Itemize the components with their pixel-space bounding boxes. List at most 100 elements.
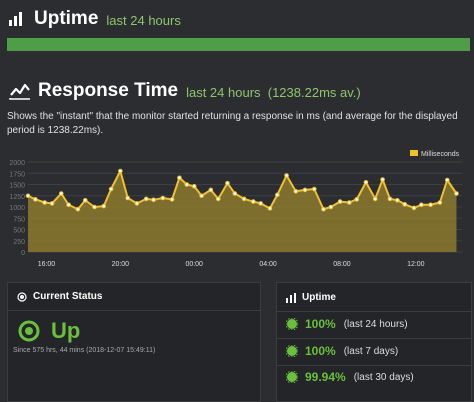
uptime-bar [7,38,470,51]
data-point [82,197,88,203]
x-tick-label: 16:00 [38,261,56,268]
uptime-period-label: (last 30 days) [353,371,414,383]
data-point [380,177,385,182]
x-tick-label: 12:00 [407,261,425,268]
response-subtitle: last 24 hours (1238.22ms av.) [186,84,361,100]
data-point [184,182,190,187]
response-section-header: Response Time last 24 hours (1238.22ms a… [8,80,361,102]
data-point [151,197,156,203]
data-point [49,201,55,206]
data-point [428,202,433,208]
data-point [118,168,123,174]
green-badge-icon [286,318,298,330]
data-point [284,173,289,178]
panel-divider [8,310,260,311]
uptime-percent: 99.94% [305,370,346,384]
legend-label: Milliseconds [421,151,460,158]
current-status-title: Current Status [33,291,103,302]
data-point [293,188,299,194]
y-tick-label: 250 [13,239,25,246]
status-since: Since 575 hrs, 44 mins (2018-12-07 15:49… [13,347,156,354]
line-chart-icon [9,83,30,100]
data-point [267,206,273,211]
response-area [28,171,457,252]
data-point [258,201,263,206]
data-point [411,205,417,211]
uptime-percent: 100% [305,317,336,331]
data-point [321,206,326,212]
data-point [372,196,378,202]
y-tick-label: 0 [21,250,25,257]
uptime-row-30d: 99.94% (last 30 days) [286,370,414,384]
y-tick-label: 500 [13,228,25,235]
response-chart-svg: 0 250 500 750 1000 1250 1500 1750 2000 16:00 20:00… [9,150,462,268]
panel-divider [277,311,471,312]
data-point [363,179,369,185]
uptime-panel-header: Uptime [286,292,336,303]
data-point [25,193,31,199]
data-point [33,197,38,202]
uptime-panel: Uptime 100% (last 24 hours) 100% (last 7… [276,282,472,402]
x-tick-label: 08:00 [333,261,351,268]
data-point [232,191,238,196]
data-point [160,195,166,201]
response-description: Shows the "instant" that the monitor sta… [7,111,458,136]
y-tick-label: 2000 [9,160,25,167]
green-badge-icon [286,345,298,357]
y-tick-label: 1500 [9,183,25,190]
data-point [437,200,443,205]
current-status-panel: Current Status Up Since 575 hrs, 44 mins… [7,282,261,402]
data-point [328,204,334,210]
data-point [66,202,71,208]
status-up-text: Up [51,318,81,343]
response-time-chart: 0 250 500 750 1000 1250 1500 1750 2000 16:00 20:00… [0,148,474,274]
y-tick-label: 1000 [9,205,25,212]
green-badge-icon [286,371,298,383]
data-point [101,203,107,209]
data-point [134,201,140,206]
uptime-title: Uptime [34,8,99,29]
data-point [395,197,400,203]
legend-swatch [410,150,418,156]
data-point [275,192,280,198]
data-point [42,200,47,205]
data-point [419,202,424,208]
uptime-period-label: (last 24 hours) [343,318,408,330]
bar-chart-icon [9,12,22,26]
x-tick-label: 04:00 [259,261,277,268]
data-point [108,186,114,192]
uptime-section-header: Uptime last 24 hours [8,8,181,30]
data-point [241,196,247,202]
data-point [402,202,408,207]
x-tick-label: 00:00 [185,261,203,268]
y-tick-label: 750 [13,216,25,223]
data-point [337,199,343,204]
data-point [177,175,182,181]
data-point [302,187,308,193]
data-point [169,197,175,202]
response-series-line [27,170,458,211]
data-point [347,200,352,205]
data-point [191,184,197,189]
data-point [444,177,450,183]
data-point [251,199,256,204]
data-point [215,196,221,202]
uptime-panel-title: Uptime [302,292,336,303]
data-point [143,196,149,202]
uptime-percent: 100% [305,344,336,358]
data-point [225,180,230,186]
y-tick-label: 1250 [9,194,25,201]
data-point [199,193,204,199]
bar-chart-icon [286,292,296,303]
response-title: Response Time [38,80,179,101]
y-tick-label: 1750 [9,171,25,178]
uptime-row-7d: 100% (last 7 days) [286,344,398,358]
data-point [387,196,393,202]
current-status-header: Current Status [17,291,102,302]
data-point [125,195,131,201]
up-status-icon [18,320,40,342]
data-point [208,187,214,193]
data-point [92,204,97,210]
row-divider [277,365,471,366]
x-tick-label: 20:00 [112,261,130,268]
